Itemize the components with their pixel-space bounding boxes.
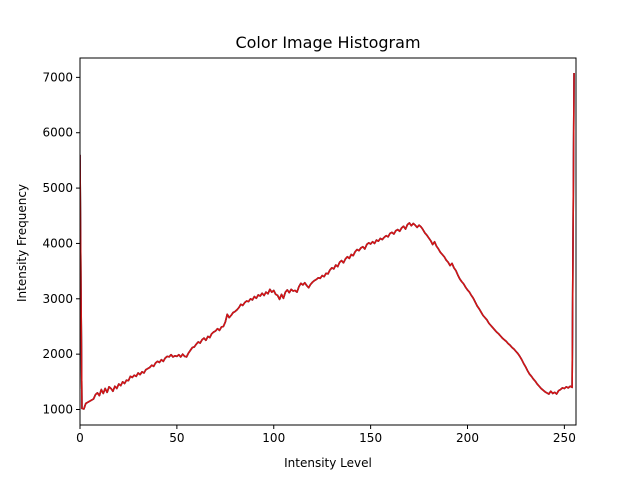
y-tick-label: 1000 xyxy=(42,403,73,417)
x-axis: 0 50 100 150 200 250 xyxy=(76,425,576,445)
y-axis-label: Intensity Frequency xyxy=(15,184,29,302)
plot-area xyxy=(79,57,577,426)
chart-title: Color Image Histogram xyxy=(235,33,420,52)
y-axis: 1000 2000 3000 4000 5000 6000 7000 xyxy=(42,70,80,417)
y-tick-label: 2000 xyxy=(42,347,73,361)
y-tick-label: 5000 xyxy=(42,181,73,195)
x-axis-label: Intensity Level xyxy=(284,456,372,470)
y-tick-label: 3000 xyxy=(42,292,73,306)
series-lines xyxy=(80,72,575,410)
x-tick-label: 0 xyxy=(76,431,84,445)
histogram-line-3 xyxy=(80,72,575,410)
y-tick-label: 7000 xyxy=(42,70,73,84)
y-tick-label: 6000 xyxy=(42,126,73,140)
x-tick-label: 50 xyxy=(169,431,184,445)
y-tick-label: 4000 xyxy=(42,236,73,250)
x-tick-label: 100 xyxy=(262,431,285,445)
plot-frame xyxy=(79,57,577,426)
x-tick-label: 150 xyxy=(359,431,382,445)
x-tick-label: 250 xyxy=(553,431,576,445)
x-tick-label: 200 xyxy=(456,431,479,445)
